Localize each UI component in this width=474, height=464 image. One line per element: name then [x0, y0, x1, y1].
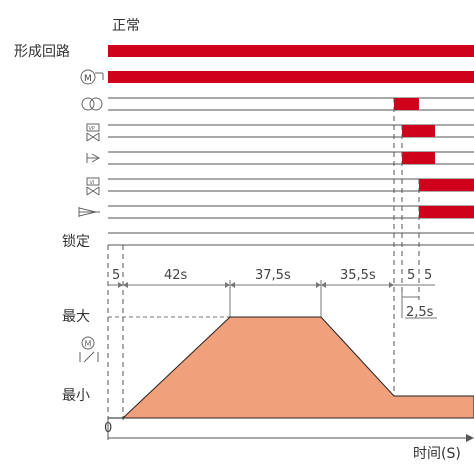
duration-3: 37,5s: [255, 268, 291, 283]
duration-4: 35,5s: [340, 268, 376, 283]
duration-2: 42s: [164, 268, 188, 283]
duration-7: 2,5s: [406, 305, 434, 320]
duration-1: 5: [112, 268, 120, 283]
time-axis: 0 时间(S): [104, 417, 474, 462]
motor-pump-icon: M: [80, 69, 104, 85]
bar-rings: [394, 98, 419, 110]
duration-dimensions: 5 42s 37,5s 35,5s 5 5 2,5s: [108, 268, 437, 320]
valve-vp-icon: VP: [86, 123, 100, 142]
bar-nozzle: [402, 152, 435, 164]
x-axis-label: 时间(S): [413, 446, 461, 462]
time-markers: [107, 98, 420, 420]
motor-speed-icon: M: [79, 336, 99, 363]
bar-injector: [419, 206, 474, 218]
speed-area: [121, 316, 474, 419]
row-label-lock: 锁定: [62, 234, 90, 250]
svg-text:VP: VP: [89, 126, 95, 132]
state-label: 正常: [112, 18, 140, 34]
y-min-label: 最小: [62, 388, 90, 404]
y-max-label: 最大: [62, 309, 90, 325]
bar-motor-pump: [108, 71, 474, 83]
svg-text:VI: VI: [90, 180, 95, 186]
duration-6: 5: [424, 268, 432, 283]
duration-5: 5: [407, 268, 415, 283]
bar-valve-vi: [419, 179, 474, 191]
signal-rows: [108, 45, 474, 246]
svg-text:M: M: [85, 340, 92, 349]
rings-icon: [81, 97, 103, 111]
bar-valve-vp: [402, 125, 435, 137]
bar-circuit: [108, 45, 474, 57]
svg-text:M: M: [84, 74, 92, 84]
injector-icon: [78, 207, 100, 217]
x-origin-label: 0: [104, 421, 112, 436]
speed-profile: [108, 316, 474, 419]
nozzle-icon: [86, 153, 101, 163]
row-label-circuit: 形成回路: [14, 44, 70, 60]
valve-vi-icon: VI: [86, 177, 100, 196]
